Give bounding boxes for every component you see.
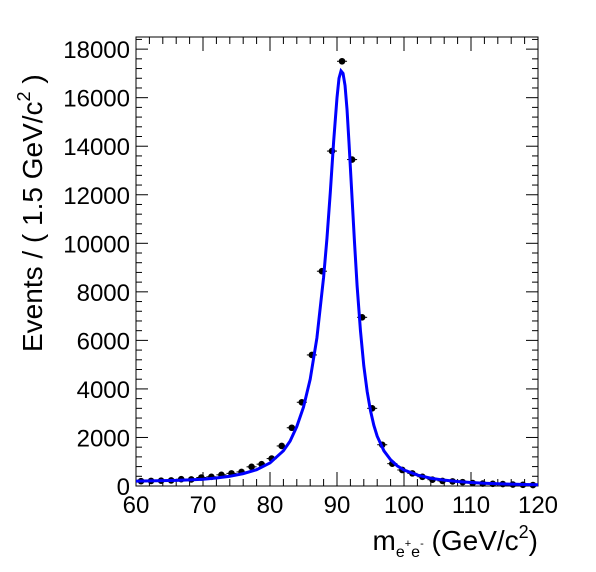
y-tick-label: 4000: [77, 377, 130, 404]
point-marker: [338, 57, 346, 65]
x-tick-label: 110: [452, 492, 490, 519]
y-tick-label: 12000: [63, 183, 130, 210]
y-tick-label: 8000: [77, 280, 130, 307]
data-point: [286, 424, 297, 432]
point-marker: [288, 424, 296, 432]
x-tick-label: 70: [190, 492, 217, 519]
fit-curve: [135, 67, 539, 487]
y-tick-label: 10000: [63, 231, 130, 258]
y-tick-label: 14000: [63, 134, 130, 161]
y-tick-label: 16000: [63, 86, 130, 113]
data-point: [337, 57, 348, 65]
x-tick-label: 120: [518, 492, 558, 519]
y-axis: 0 2000 4000 6000 8000 10000 12000 14000 16000 180…: [63, 37, 538, 501]
x-tick-label: 90: [324, 492, 351, 519]
x-axis-title: me+e- (GeV/c2): [372, 522, 538, 561]
x-tick-label: 80: [257, 492, 284, 519]
point-marker: [248, 463, 255, 471]
x-axis: 60 70 80 90 100 110 120: [123, 37, 558, 519]
data-point: [246, 463, 257, 471]
y-tick-label: 0: [117, 474, 130, 501]
data-points: [136, 57, 538, 489]
y-tick-label: 6000: [77, 328, 130, 355]
y-axis-title: Events / ( 1.5 GeV/c2 ): [14, 74, 48, 352]
y-tick-label: 2000: [77, 425, 130, 452]
x-tick-label: 60: [123, 492, 150, 519]
y-tick-label: 18000: [63, 37, 130, 64]
x-tick-label: 100: [384, 492, 424, 519]
point-marker: [278, 442, 286, 450]
